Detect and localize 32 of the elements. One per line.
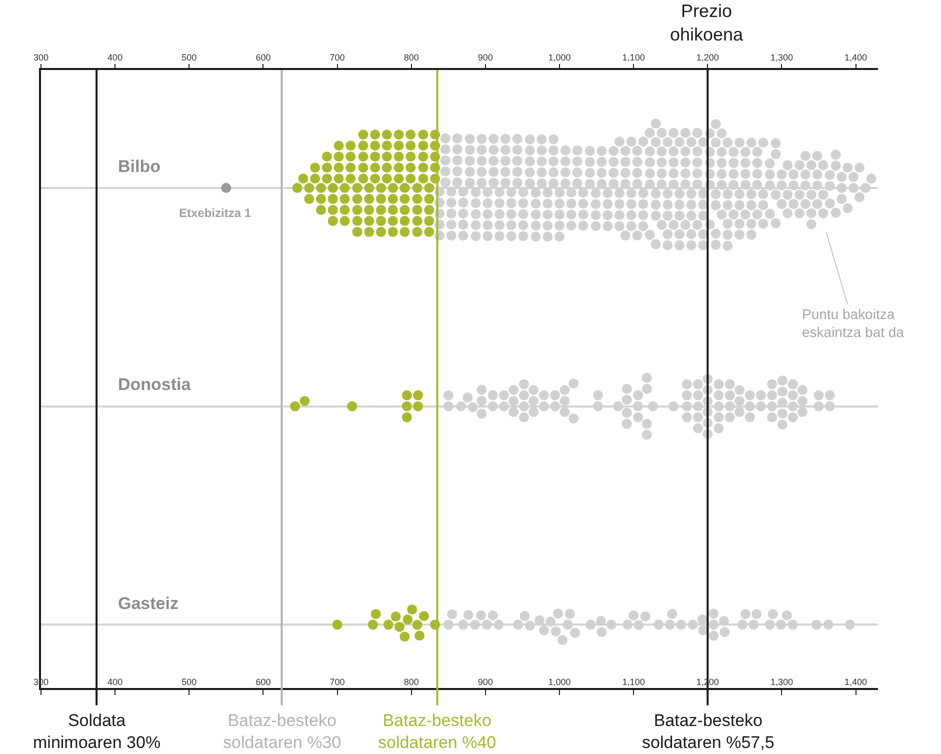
y-tick-label: Bilbo	[118, 157, 160, 176]
ref-line-label: Bataz-besteko soldataren %57,5	[642, 711, 774, 752]
x2-tick-label: 1,200	[696, 52, 719, 62]
annotation: Puntu bakoitza eskaintza bat da	[802, 306, 904, 340]
x2-tick-label: 400	[108, 52, 123, 62]
x-tick-label: 700	[330, 677, 345, 687]
y-tick-label: Donostia	[118, 375, 192, 394]
x-tick-label: 1,000	[548, 677, 571, 687]
y-tick-label: Gasteiz	[118, 594, 178, 613]
x-tick-label: 500	[182, 677, 197, 687]
x-tick-label: 800	[404, 677, 419, 687]
text: Prezio ohikoena	[670, 1, 744, 44]
ref-line-label: Bataz-besteko soldataren %40	[378, 711, 496, 752]
x2-tick-label: 900	[478, 52, 493, 62]
x2-tick-label: 1,100	[622, 52, 645, 62]
x2-tick-label: 300	[33, 52, 49, 62]
annotation: Etxebizitza 1	[179, 206, 252, 220]
x-tick-label: 1,300	[770, 677, 793, 687]
x2-tick-label: 500	[182, 52, 197, 62]
x2-tick-label: 800	[404, 52, 419, 62]
ref-line-label: Soldata minimoaren 30%	[33, 711, 161, 752]
x-tick-label: 600	[256, 677, 271, 687]
x-tick-label: 400	[108, 677, 123, 687]
x2-tick-label: 600	[256, 52, 271, 62]
x-tick-label: 900	[478, 677, 493, 687]
x2-tick-label: 1,000	[548, 52, 571, 62]
x-tick-label: 1,100	[622, 677, 645, 687]
x2-tick-label: 1,300	[770, 52, 793, 62]
x2-tick-label: 1,400	[844, 52, 868, 62]
x2-tick-label: 700	[330, 52, 345, 62]
ref-line-label: Bataz-besteko soldataren %30	[223, 711, 342, 752]
x-tick-label: 1,400	[844, 677, 868, 687]
